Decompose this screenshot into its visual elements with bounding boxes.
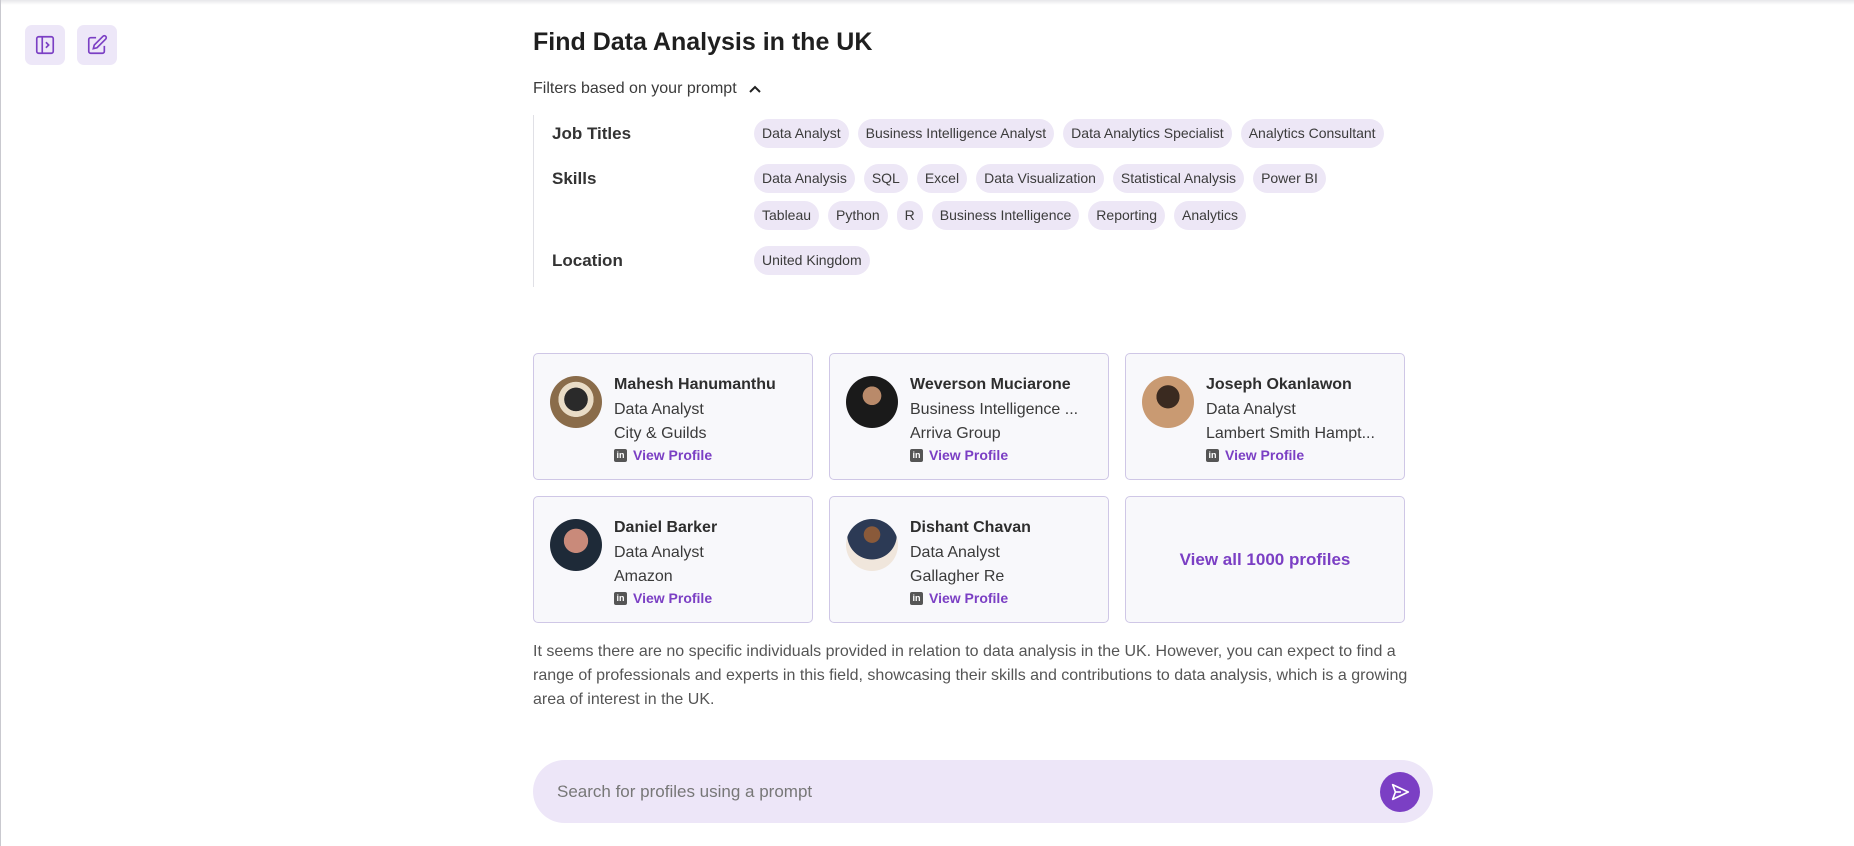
view-profile-label: View Profile <box>633 447 713 463</box>
view-all-profiles-button[interactable]: View all 1000 profiles <box>1125 496 1405 623</box>
window-border <box>0 0 1 846</box>
filters-toggle-label: Filters based on your prompt <box>533 80 737 97</box>
profile-card[interactable]: Mahesh Hanumanthu Data Analyst City & Gu… <box>533 353 813 480</box>
filter-chip[interactable]: Data Visualization <box>976 164 1104 193</box>
profile-company: City & Guilds <box>614 425 707 442</box>
page-title: Find Data Analysis in the UK <box>533 28 873 56</box>
filter-chip[interactable]: Data Analysis <box>754 164 855 193</box>
avatar <box>1142 376 1194 428</box>
chevron-up-icon <box>748 85 761 93</box>
avatar <box>846 519 898 571</box>
sidebar-toggle-button[interactable] <box>25 25 65 65</box>
view-profile-label: View Profile <box>929 590 1009 606</box>
profile-company: Amazon <box>614 568 673 585</box>
filter-chip[interactable]: Statistical Analysis <box>1112 164 1245 193</box>
view-profile-link[interactable]: in View Profile <box>614 590 796 606</box>
filters-toggle[interactable]: Filters based on your prompt <box>533 80 763 98</box>
new-chat-button[interactable] <box>77 25 117 65</box>
profile-card[interactable]: Joseph Okanlawon Data Analyst Lambert Sm… <box>1125 353 1405 480</box>
profile-name: Mahesh Hanumanthu <box>614 376 776 393</box>
profile-title: Data Analyst <box>910 544 1000 561</box>
filter-chip[interactable]: Data Analyst <box>754 119 849 148</box>
profile-name: Daniel Barker <box>614 519 718 536</box>
top-shadow <box>0 0 1854 5</box>
filter-chip[interactable]: Tableau <box>754 201 820 230</box>
profile-name: Joseph Okanlawon <box>1206 376 1352 393</box>
chips-job-titles: Data Analyst Business Intelligence Analy… <box>754 115 1394 152</box>
linkedin-icon: in <box>910 591 923 605</box>
filter-chip[interactable]: Excel <box>916 164 968 193</box>
profile-card[interactable]: Dishant Chavan Data Analyst Gallagher Re… <box>829 496 1109 623</box>
avatar <box>550 519 602 571</box>
avatar <box>550 376 602 428</box>
search-input[interactable] <box>557 781 1337 802</box>
filter-row-job-titles: Job Titles Data Analyst Business Intelli… <box>552 115 1433 152</box>
filter-chip[interactable]: Analytics <box>1174 201 1247 230</box>
profile-card[interactable]: Weverson Muciarone Business Intelligence… <box>829 353 1109 480</box>
avatar <box>846 376 898 428</box>
filter-label-skills: Skills <box>552 169 597 188</box>
profile-title: Data Analyst <box>1206 401 1296 418</box>
profile-title: Data Analyst <box>614 544 704 561</box>
chips-location: United Kingdom <box>754 242 1394 279</box>
summary-text: It seems there are no specific individua… <box>533 643 1408 708</box>
filter-chip[interactable]: Business Intelligence Analyst <box>857 119 1055 148</box>
profile-company: Arriva Group <box>910 425 1001 442</box>
filter-label-location: Location <box>552 251 623 270</box>
filter-label-job-titles: Job Titles <box>552 124 632 143</box>
filter-chip[interactable]: Reporting <box>1088 201 1165 230</box>
filter-chip[interactable]: SQL <box>863 164 908 193</box>
view-profile-link[interactable]: in View Profile <box>614 447 796 463</box>
filter-chip[interactable]: Analytics Consultant <box>1240 119 1384 148</box>
view-profile-label: View Profile <box>929 447 1009 463</box>
view-profile-label: View Profile <box>1225 447 1305 463</box>
profile-card[interactable]: Daniel Barker Data Analyst Amazon in Vie… <box>533 496 813 623</box>
filter-chip[interactable]: Data Analytics Specialist <box>1063 119 1232 148</box>
linkedin-icon: in <box>614 591 627 605</box>
linkedin-icon: in <box>1206 448 1219 462</box>
filter-row-skills: Skills Data Analysis SQL Excel Data Visu… <box>552 160 1433 234</box>
profile-name: Weverson Muciarone <box>910 376 1071 393</box>
profile-cards-grid: Mahesh Hanumanthu Data Analyst City & Gu… <box>533 353 1405 623</box>
filter-chip[interactable]: Power BI <box>1253 164 1326 193</box>
filter-row-location: Location United Kingdom <box>552 242 1433 279</box>
view-profile-link[interactable]: in View Profile <box>1206 447 1388 463</box>
filter-chip[interactable]: Business Intelligence <box>931 201 1080 230</box>
profile-title: Data Analyst <box>614 401 704 418</box>
filters-panel: Job Titles Data Analyst Business Intelli… <box>533 115 1433 287</box>
profile-company: Gallagher Re <box>910 568 1005 585</box>
send-button[interactable] <box>1380 772 1420 812</box>
sidebar-toggle-icon <box>35 35 55 55</box>
profile-company: Lambert Smith Hampt... <box>1206 425 1375 442</box>
linkedin-icon: in <box>614 448 627 462</box>
filter-chip[interactable]: United Kingdom <box>754 246 870 275</box>
view-profile-link[interactable]: in View Profile <box>910 590 1092 606</box>
chips-skills: Data Analysis SQL Excel Data Visualizati… <box>754 160 1394 234</box>
send-icon <box>1391 783 1410 801</box>
profile-name: Dishant Chavan <box>910 519 1031 536</box>
filter-chip[interactable]: Python <box>828 201 888 230</box>
search-bar <box>533 760 1433 823</box>
edit-icon <box>87 34 108 55</box>
view-profile-link[interactable]: in View Profile <box>910 447 1092 463</box>
filter-chip[interactable]: R <box>896 201 923 230</box>
view-profile-label: View Profile <box>633 590 713 606</box>
profile-title: Business Intelligence ... <box>910 401 1079 418</box>
linkedin-icon: in <box>910 448 923 462</box>
